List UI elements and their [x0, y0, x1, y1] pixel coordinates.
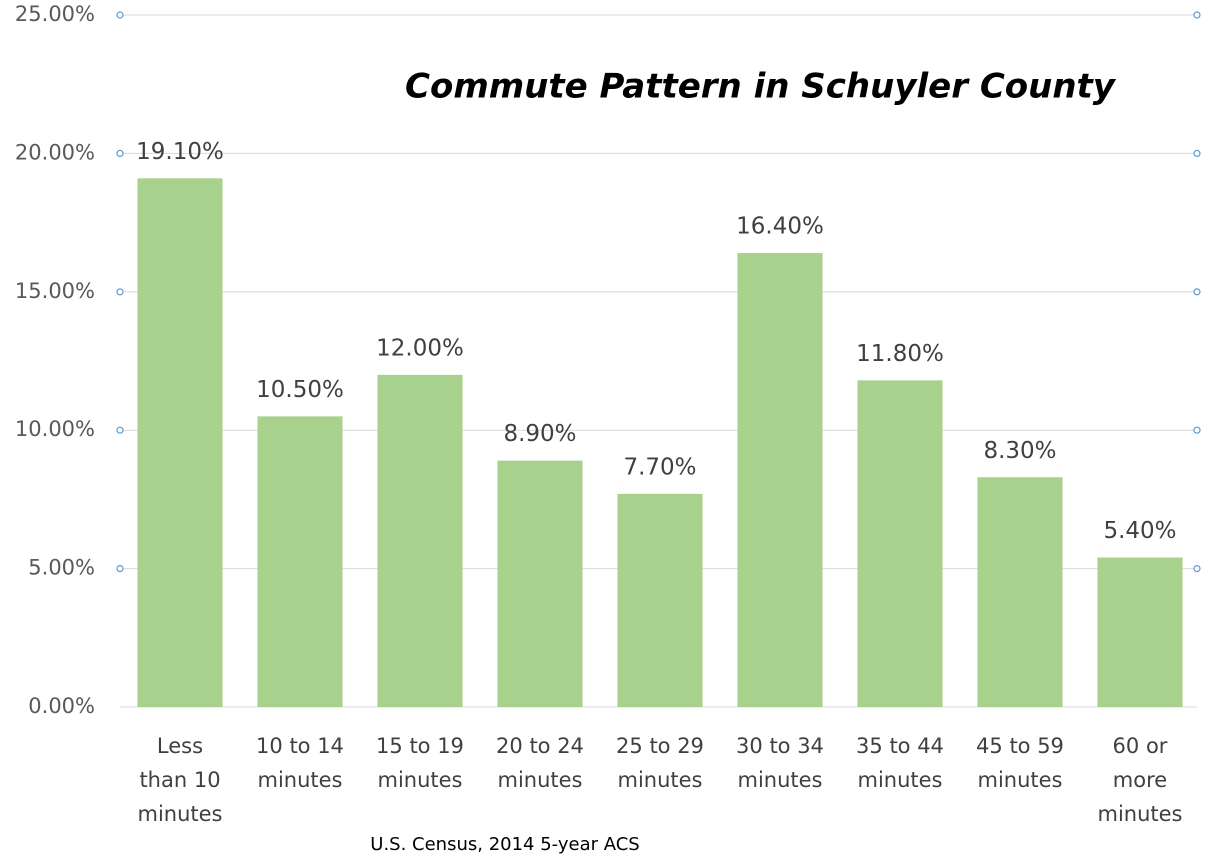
data-label: 19.10% — [136, 139, 224, 165]
bar — [1097, 557, 1183, 707]
chart-title: Commute Pattern in Schuyler County — [405, 67, 1117, 107]
x-tick-label: 45 to 59 minutes — [976, 734, 1064, 792]
x-tick-label: 20 to 24 minutes — [496, 734, 584, 792]
data-label: 11.80% — [856, 341, 944, 367]
x-tick-label: 30 to 34 minutes — [736, 734, 824, 792]
handle — [116, 426, 124, 434]
x-tick-label: 60 or more minutes — [1097, 734, 1183, 826]
data-label: 8.90% — [503, 421, 576, 447]
bar — [857, 380, 943, 707]
y-tick-label: 15.00% — [15, 279, 95, 303]
data-label: 10.50% — [256, 377, 344, 403]
bar — [977, 477, 1063, 707]
y-tick-label: 5.00% — [28, 556, 95, 580]
data-label: 8.30% — [983, 438, 1056, 464]
data-label: 7.70% — [623, 454, 696, 480]
bar — [257, 416, 343, 707]
x-tick-label: 25 to 29 minutes — [616, 734, 704, 792]
handle — [1193, 288, 1201, 296]
data-label: 16.40% — [736, 214, 824, 240]
handle — [1193, 426, 1201, 434]
handle — [116, 11, 124, 19]
y-tick-label: 0.00% — [28, 694, 95, 718]
bar — [617, 493, 703, 707]
data-label: 12.00% — [376, 335, 464, 361]
x-tick-label: 35 to 44 minutes — [856, 734, 944, 792]
bar — [497, 460, 583, 707]
bar — [737, 253, 823, 707]
y-tick-label: 20.00% — [15, 140, 95, 164]
handle — [1193, 149, 1201, 157]
x-tick-label: 10 to 14 minutes — [256, 734, 344, 792]
bar — [377, 374, 463, 707]
source: U.S. Census, 2014 5-year ACS — [370, 834, 639, 855]
x-tick-label: Less than 10 minutes — [137, 734, 223, 826]
handle — [116, 288, 124, 296]
handle — [1193, 11, 1201, 19]
y-tick-label: 10.00% — [15, 417, 95, 441]
handle — [116, 149, 124, 157]
data-label: 5.40% — [1103, 518, 1176, 544]
handle — [116, 564, 124, 573]
x-tick-label: 15 to 19 minutes — [376, 734, 464, 792]
handle — [1193, 564, 1201, 573]
bar — [137, 178, 223, 707]
y-tick-label: 25.00% — [15, 2, 95, 26]
